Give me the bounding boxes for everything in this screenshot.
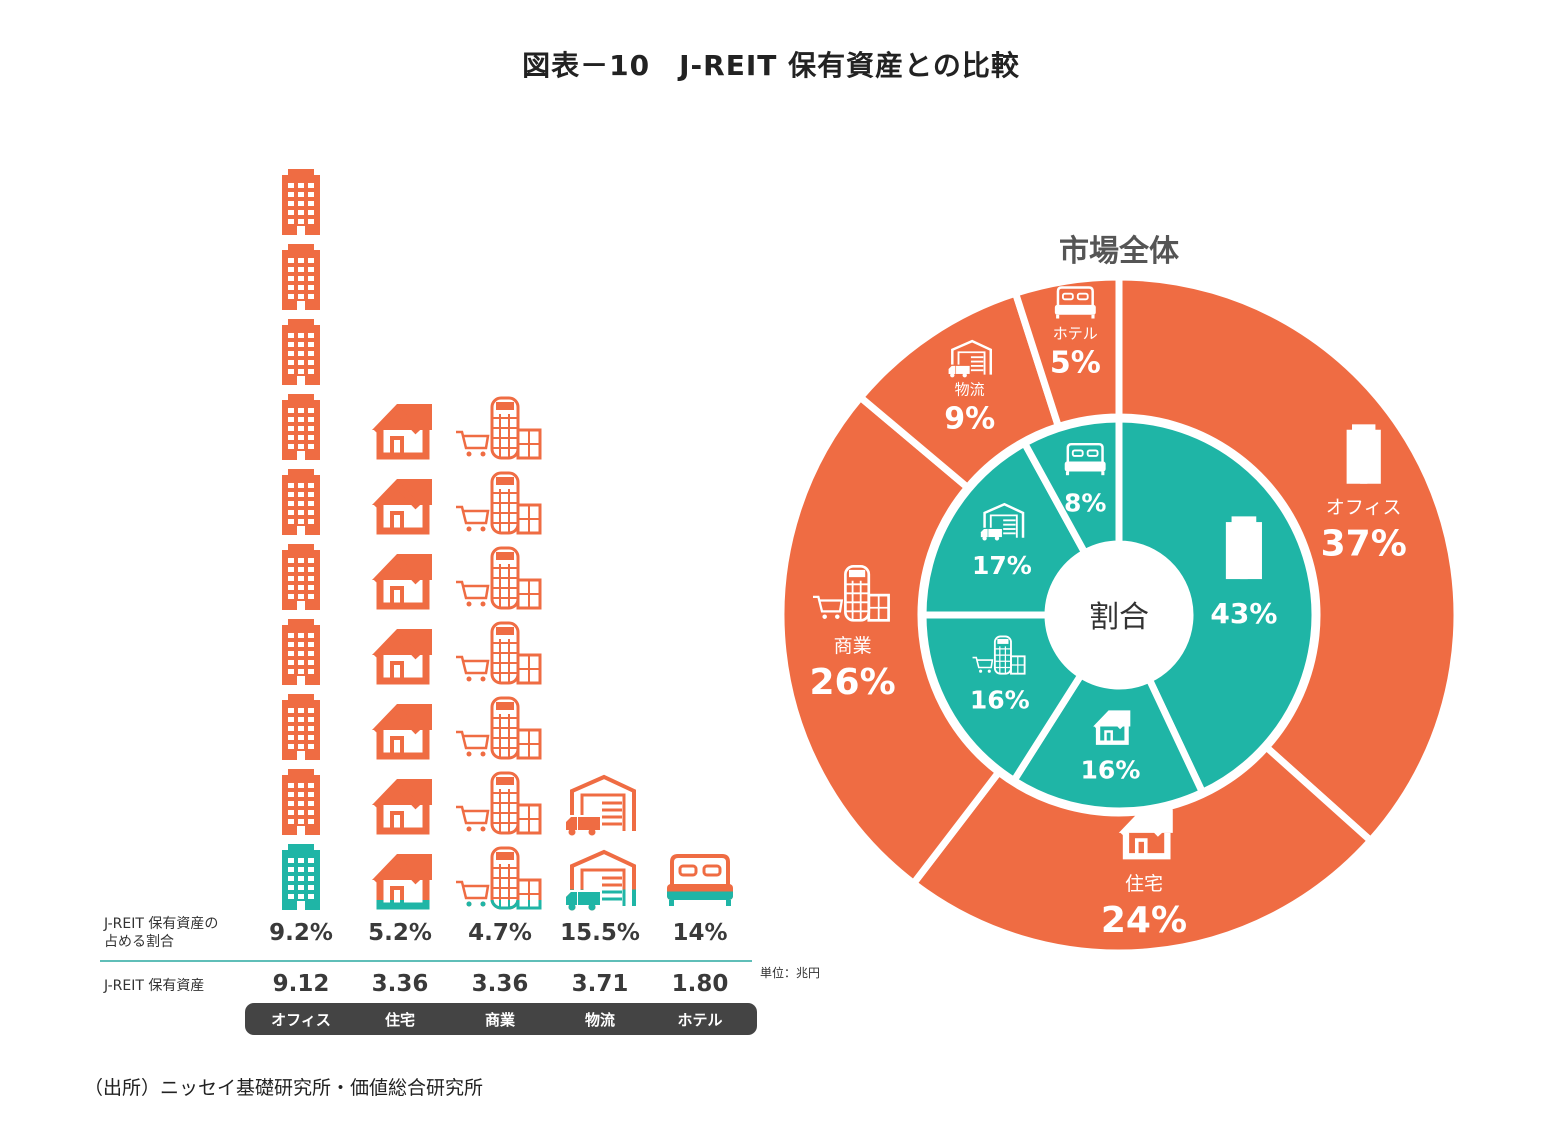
house-icon [372,629,432,685]
mall-icon [456,771,542,835]
house-icon [1093,710,1131,745]
mall-icon [456,846,542,910]
category-label: ホテル [677,1011,722,1029]
category-label: オフィス [271,1011,331,1029]
slice-label: 8% [1064,442,1106,517]
market-donut-chart: 市場全体 割合 オフィス 37% 住宅 24% 商業 26% 物流 9% ホテル 5% 43% 16%… [777,234,1461,957]
slice-label: 16% [970,635,1030,715]
icon-bar-chart: J-REIT 保有資産の占める割合 J-REIT 保有資産 単位：兆円 9.2%… [100,169,820,1035]
slice-label: 商業 26% [810,564,896,703]
category-bar [245,1003,757,1035]
jreit-assets-row-label: J-REIT 保有資産 [103,978,204,994]
office-building-icon [282,694,320,760]
office-building-icon [282,619,320,685]
svg-text:5%: 5% [1050,345,1101,380]
donut-center [1048,544,1190,686]
svg-text:9%: 9% [944,401,995,436]
office-building-icon [282,244,320,310]
mall-icon [812,564,890,622]
house-icon [372,704,432,760]
slice-label: ホテル 5% [1050,286,1101,380]
mall-icon [456,471,542,535]
jreit-share-value: 14% [672,920,727,946]
svg-text:16%: 16% [1081,756,1141,785]
svg-text:26%: 26% [810,662,896,703]
jreit-share-value: 4.7% [468,920,532,946]
office-building-icon [282,169,320,235]
logistics-warehouse-icon [980,502,1025,541]
hotel-bed-icon [667,854,733,906]
mall-icon [456,621,542,685]
jreit-asset-value: 3.36 [472,971,529,997]
jreit-share-value: 5.2% [368,920,432,946]
office-building-icon [282,769,320,835]
jreit-asset-value: 3.36 [372,971,429,997]
svg-text:17%: 17% [972,551,1032,580]
logistics-warehouse-icon [566,774,636,836]
house-icon [1118,809,1173,860]
mall-icon [972,635,1026,675]
svg-text:24%: 24% [1101,900,1187,941]
slice-label: 17% [972,502,1032,580]
house-icon [372,554,432,610]
office-building-icon [1225,516,1262,580]
svg-text:オフィス: オフィス [1326,497,1402,519]
jreit-asset-value: 1.80 [672,971,729,997]
unit-label: 単位：兆円 [760,965,820,980]
office-building-icon [1346,424,1381,484]
svg-text:商業: 商業 [834,635,872,657]
category-label: 住宅 [385,1011,415,1029]
office-building-icon [282,394,320,460]
slice-label: 住宅 24% [1101,809,1187,941]
jreit-share-value: 15.5% [560,920,640,946]
category-label: 物流 [585,1011,615,1029]
hotel-bed-icon [1054,286,1096,319]
jreit-share-value: 9.2% [269,920,333,946]
house-icon [372,404,432,460]
jreit-asset-value: 3.71 [572,971,629,997]
svg-text:ホテル: ホテル [1053,324,1098,342]
office-building-icon [282,844,320,910]
logistics-warehouse-icon [948,339,992,378]
office-building-icon [282,544,320,610]
jreit-share-row-label: J-REIT 保有資産の占める割合 [103,916,218,950]
house-icon [372,779,432,835]
slice-label: 43% [1210,516,1277,630]
category-label: 商業 [485,1011,516,1029]
svg-text:住宅: 住宅 [1125,873,1163,895]
svg-text:8%: 8% [1064,488,1106,517]
house-icon [372,854,432,910]
jreit-asset-value: 9.12 [273,971,330,997]
mall-icon [456,696,542,760]
svg-text:37%: 37% [1321,524,1407,565]
source-note: （出所）ニッセイ基礎研究所・価値総合研究所 [84,1077,484,1099]
office-building-icon [282,319,320,385]
slice-label: 16% [1081,710,1141,785]
office-building-icon [282,469,320,535]
logistics-warehouse-icon [566,849,636,911]
house-icon [372,479,432,535]
svg-text:物流: 物流 [955,380,985,398]
mall-icon [456,396,542,460]
svg-text:43%: 43% [1210,597,1277,630]
hotel-bed-icon [1064,442,1106,476]
slice-label: 物流 9% [944,339,995,436]
chart-title: 図表－10 J-REIT 保有資産との比較 [522,49,1020,82]
center-label: 割合 [1089,600,1149,635]
donut-title: 市場全体 [1059,234,1180,269]
slice-label: オフィス 37% [1321,424,1407,565]
svg-text:16%: 16% [970,686,1030,715]
mall-icon [456,546,542,610]
